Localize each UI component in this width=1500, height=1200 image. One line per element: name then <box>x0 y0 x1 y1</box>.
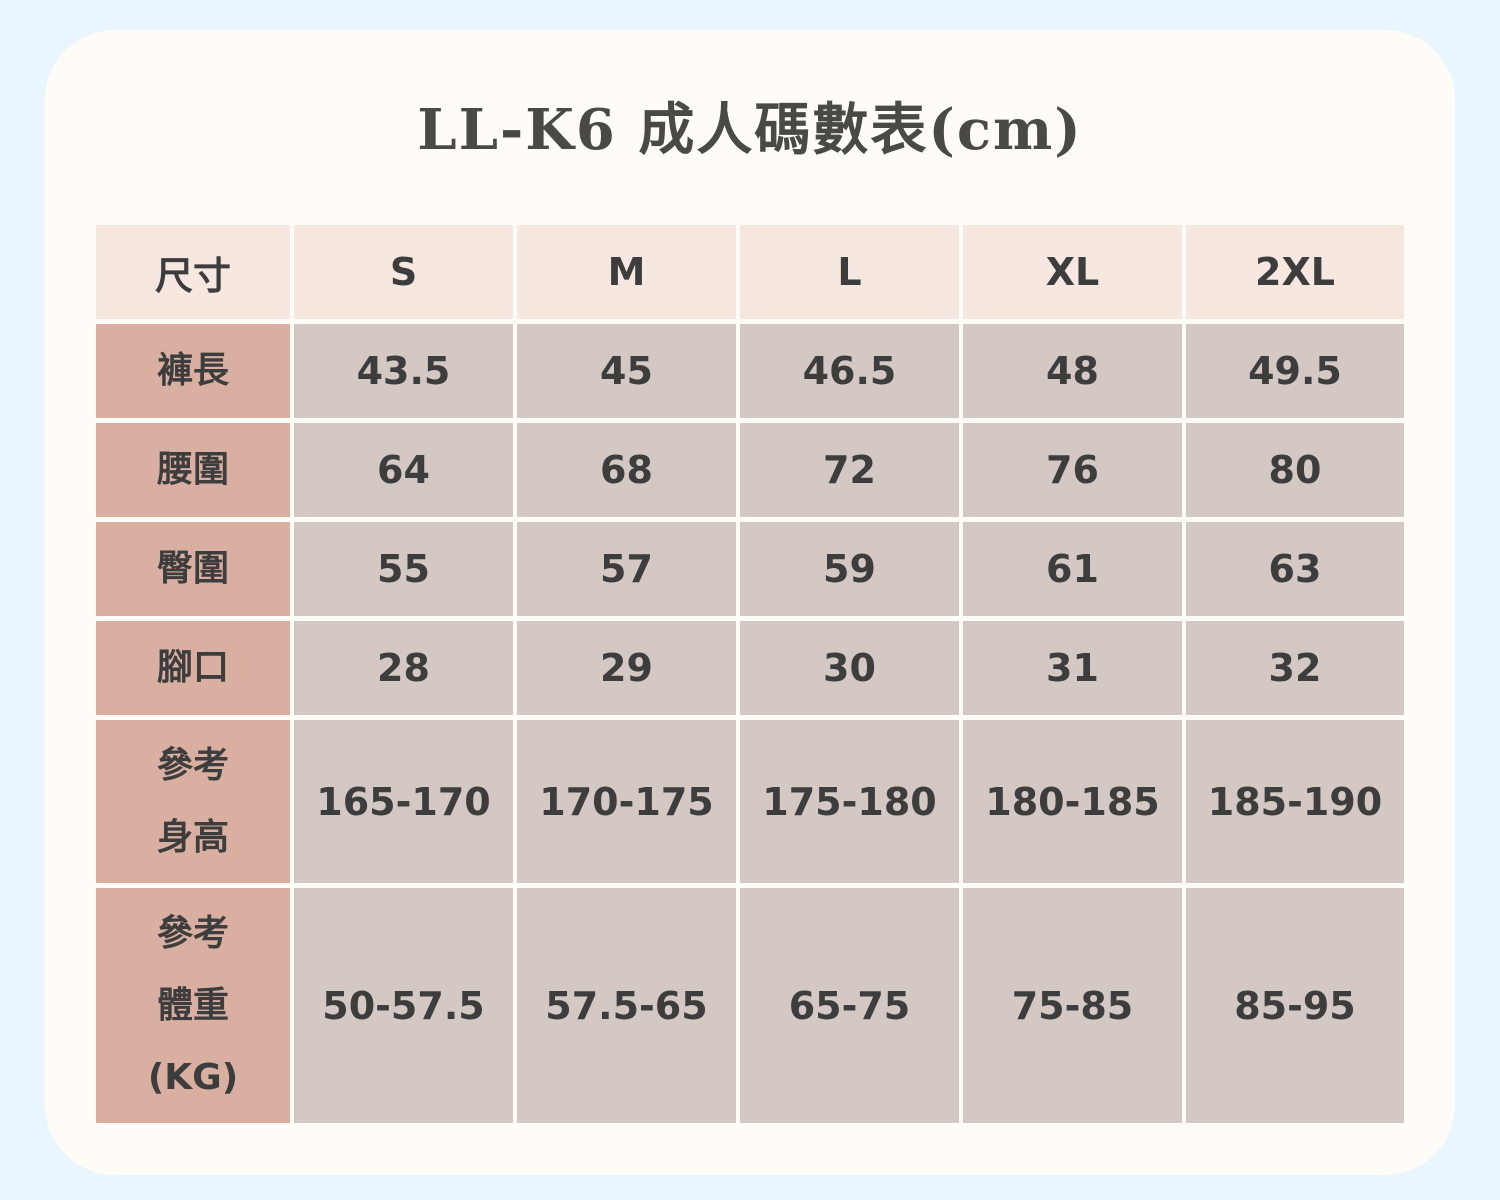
table-cell: 32 <box>1186 621 1404 715</box>
table-cell: 170-175 <box>517 720 736 883</box>
row-label: 臀圍 <box>96 522 290 616</box>
size-header: 2XL <box>1186 225 1404 319</box>
table-cell: 185-190 <box>1186 720 1404 883</box>
table-cell: 43.5 <box>294 324 513 418</box>
table-cell: 31 <box>963 621 1182 715</box>
size-header: M <box>517 225 736 319</box>
table-cell: 72 <box>740 423 959 517</box>
table-cell: 76 <box>963 423 1182 517</box>
table-cell: 68 <box>517 423 736 517</box>
size-header: XL <box>963 225 1182 319</box>
table-cell: 65-75 <box>740 888 959 1123</box>
table-cell: 28 <box>294 621 513 715</box>
row-label: 褲長 <box>96 324 290 418</box>
page-title: LL-K6 成人碼數表(cm) <box>417 97 1083 163</box>
table-cell: 75-85 <box>963 888 1182 1123</box>
table-cell: 57.5-65 <box>517 888 736 1123</box>
row-label: 腳口 <box>96 621 290 715</box>
table-cell: 48 <box>963 324 1182 418</box>
table-cell: 165-170 <box>294 720 513 883</box>
table-cell: 85-95 <box>1186 888 1404 1123</box>
row-label: 腰圍 <box>96 423 290 517</box>
table-cell: 63 <box>1186 522 1404 616</box>
table-cell: 61 <box>963 522 1182 616</box>
corner-header: 尺寸 <box>96 225 290 319</box>
size-header: S <box>294 225 513 319</box>
table-cell: 80 <box>1186 423 1404 517</box>
table-cell: 180-185 <box>963 720 1182 883</box>
table-cell: 46.5 <box>740 324 959 418</box>
table-cell: 59 <box>740 522 959 616</box>
row-label: 參考 體重 (KG) <box>96 888 290 1123</box>
table-cell: 49.5 <box>1186 324 1404 418</box>
table-cell: 30 <box>740 621 959 715</box>
table-cell: 64 <box>294 423 513 517</box>
size-header: L <box>740 225 959 319</box>
table-cell: 50-57.5 <box>294 888 513 1123</box>
table-cell: 175-180 <box>740 720 959 883</box>
table-cell: 57 <box>517 522 736 616</box>
size-table: 尺寸 S M L XL 2XL 褲長 43.5 45 46.5 48 49.5 腰圍 64 68 72 76 8… <box>96 225 1404 1123</box>
table-cell: 55 <box>294 522 513 616</box>
table-cell: 45 <box>517 324 736 418</box>
row-label: 參考 身高 <box>96 720 290 883</box>
table-cell: 29 <box>517 621 736 715</box>
